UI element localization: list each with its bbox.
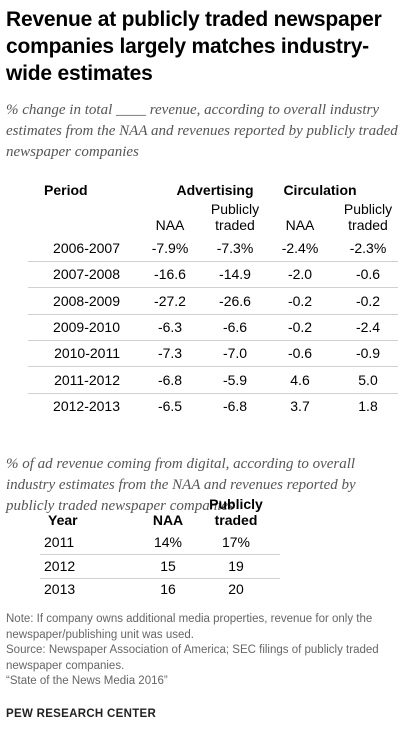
row-divider (28, 392, 398, 394)
page-title: Revenue at publicly traded newspaper com… (6, 8, 382, 85)
subheader-ad-publicly-traded: Publicly traded (210, 201, 260, 233)
ad-publicly-traded-cell: -7.0 (222, 345, 248, 362)
row-divider (40, 554, 280, 555)
ad-naa-cell: -6.8 (157, 371, 183, 388)
footer-source: Source: Newspaper Association of America… (6, 644, 379, 672)
naa-cell: 15 (160, 557, 176, 574)
circ-naa-cell: -2.4% (281, 240, 319, 256)
circ-publicly-traded-cell: -0.9 (355, 345, 381, 362)
ad-naa-cell: -27.2 (154, 292, 186, 309)
ad-naa-cell: -7.9% (151, 240, 189, 256)
row-divider (28, 313, 398, 315)
circ-publicly-traded-cell: -2.3% (349, 240, 387, 256)
circ-naa-cell: -0.6 (287, 345, 313, 362)
table1-subtitle: % change in total ____ revenue, accordin… (6, 102, 398, 160)
subheader-circ-publicly-traded: Publicly traded (343, 201, 393, 233)
naa-cell: 16 (160, 581, 176, 597)
row-divider (28, 287, 398, 289)
period-cell: 2008-2009 (53, 292, 120, 309)
year-cell: 2013 (44, 581, 76, 597)
brand-label: PEW RESEARCH CENTER (6, 708, 157, 720)
period-cell: 2009-2010 (53, 318, 120, 335)
row-divider (40, 577, 280, 579)
period-cell: 2011-2012 (54, 371, 120, 388)
row-divider (28, 366, 398, 368)
ad-naa-cell: -6.3 (157, 318, 183, 335)
ad-naa-cell: -7.3 (157, 345, 183, 362)
circ-publicly-traded-cell: 5.0 (358, 371, 378, 388)
period-cell: 2007-2008 (53, 266, 120, 283)
publicly-traded-cell: 20 (228, 581, 244, 597)
circ-naa-cell: -0.2 (287, 292, 313, 309)
ad-publicly-traded-cell: -6.6 (222, 318, 248, 335)
row-divider (28, 261, 398, 262)
circ-naa-cell: -2.0 (287, 266, 313, 283)
footer-note: Note: If company owns additional media p… (6, 613, 373, 641)
ad-naa-cell: -16.6 (154, 266, 186, 283)
row-divider (28, 339, 398, 341)
circ-publicly-traded-cell: -2.4 (355, 318, 381, 335)
ad-publicly-traded-cell: -6.8 (222, 397, 248, 414)
subheader-circ-naa: NAA (285, 217, 315, 233)
ad-publicly-traded-cell: -7.3% (216, 240, 254, 256)
ad-naa-cell: -6.5 (157, 397, 183, 414)
period-cell: 2006-2007 (53, 240, 120, 256)
circ-naa-cell: -0.2 (287, 318, 313, 335)
circ-publicly-traded-cell: -0.2 (355, 292, 381, 309)
year-cell: 2011 (44, 534, 75, 550)
ad-publicly-traded-cell: -5.9 (222, 371, 248, 388)
circ-publicly-traded-cell: 1.8 (358, 397, 378, 414)
subheader-ad-naa: NAA (155, 217, 185, 233)
period-cell: 2012-2013 (53, 397, 120, 414)
header-circulation: Circulation (283, 182, 357, 198)
ad-publicly-traded-cell: -26.6 (219, 292, 251, 309)
footer-report: “State of the News Media 2016” (6, 675, 168, 687)
circ-publicly-traded-cell: -0.6 (355, 266, 381, 283)
ad-publicly-traded-cell: -14.9 (219, 266, 251, 283)
publicly-traded-cell: 17% (221, 534, 251, 550)
table2-subtitle: % of ad revenue coming from digital, acc… (6, 456, 356, 514)
circ-naa-cell: 4.6 (290, 371, 310, 388)
year-cell: 2012 (44, 557, 76, 574)
naa-cell: 14% (153, 534, 183, 550)
publicly-traded-cell: 19 (228, 557, 244, 574)
circ-naa-cell: 3.7 (290, 397, 310, 414)
header-advertising: Advertising (176, 182, 254, 198)
header-period: Period (44, 182, 88, 198)
period-cell: 2010-2011 (54, 345, 120, 362)
